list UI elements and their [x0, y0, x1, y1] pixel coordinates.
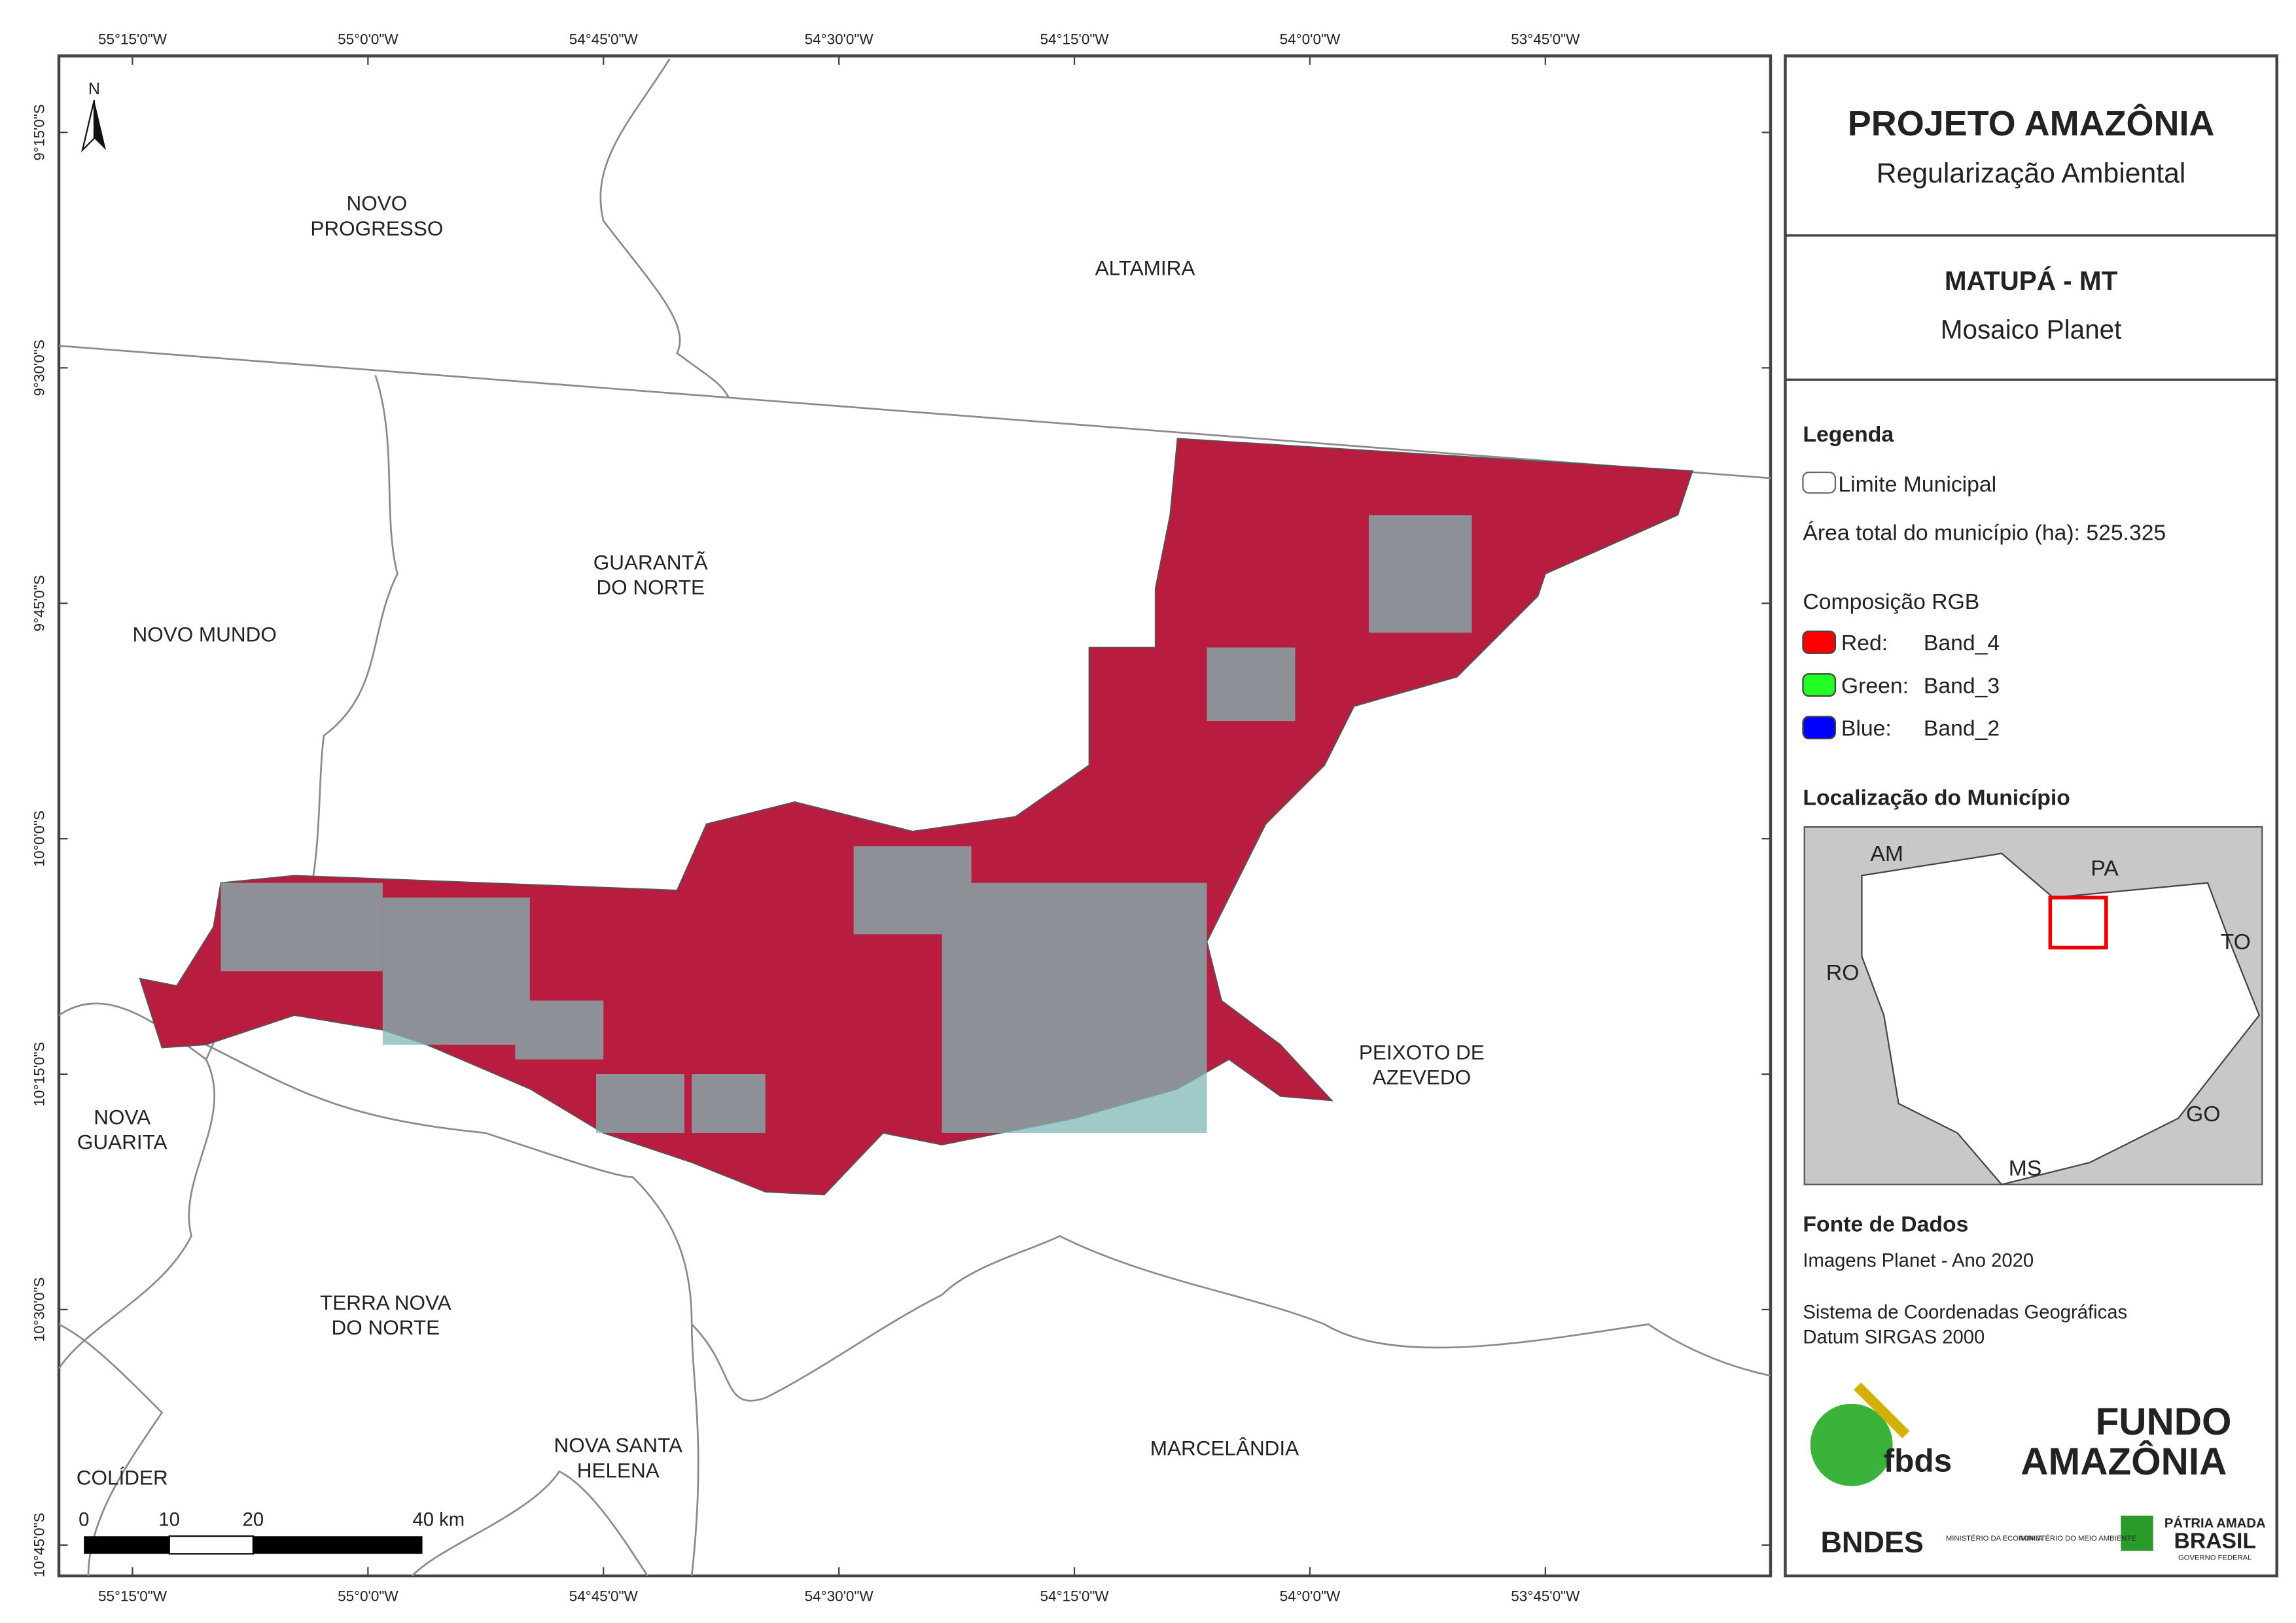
state-label: TO — [2221, 930, 2251, 954]
scale-label: 40 km — [413, 1510, 465, 1531]
lon-label: 55°0'0"W — [338, 31, 398, 47]
municipality-label: DO NORTE — [332, 1316, 440, 1339]
band-channel: Red: — [1841, 631, 1888, 655]
state-label: GO — [2186, 1102, 2220, 1126]
municipality-label: PEIXOTO DE — [1359, 1041, 1485, 1064]
municipality-label: DO NORTE — [596, 576, 705, 599]
lon-label: 53°45'0"W — [1511, 1588, 1580, 1604]
municipality-label: NOVO — [346, 192, 407, 215]
lat-label: 10°30'0"S — [31, 1277, 48, 1342]
logo-governo: GOVERNO FEDERAL — [2178, 1554, 2252, 1562]
boundary-swatch — [1802, 471, 1837, 494]
lat-label: 10°0'0"S — [31, 811, 48, 867]
source-line: Imagens Planet - Ano 2020 — [1803, 1251, 2034, 1272]
scale-label: 10 — [158, 1510, 180, 1531]
lon-label: 54°45'0"W — [569, 1588, 639, 1604]
scale-label: 0 — [79, 1510, 89, 1531]
scale-bar — [84, 1535, 423, 1555]
logo-patria: PÁTRIA AMADA — [2164, 1516, 2266, 1531]
band-channel: Green: — [1841, 673, 1909, 698]
municipality-label: COLÍDER — [77, 1466, 168, 1490]
logo-amazonia: AMAZÔNIA — [2021, 1439, 2227, 1483]
municipality-title: MATUPÁ - MT — [1945, 266, 2118, 296]
state-label: PA — [2091, 856, 2119, 881]
lon-label: 55°15'0"W — [98, 1588, 168, 1604]
logo-bndes: BNDES — [1820, 1526, 1923, 1559]
municipality-label: GUARITA — [77, 1130, 168, 1154]
product: Mosaico Planet — [1941, 314, 2122, 344]
municipality-label: GUARANTÃ — [593, 550, 708, 574]
municipality-label: PROGRESSO — [310, 217, 443, 240]
lon-label: 54°0'0"W — [1280, 1588, 1341, 1604]
lon-label: 53°45'0"W — [1511, 31, 1580, 47]
municipality-label: NOVA — [94, 1105, 150, 1128]
municipality-label: NOVA SANTA — [554, 1433, 682, 1457]
municipality-label: ALTAMIRA — [1095, 256, 1195, 280]
legend-title: Legenda — [1803, 422, 1894, 447]
band-swatch — [1802, 716, 1837, 740]
band-swatch — [1802, 673, 1837, 697]
source-line: Sistema de Coordenadas Geográficas — [1803, 1302, 2127, 1323]
state-label: AM — [1870, 841, 1903, 866]
lon-label: 54°45'0"W — [569, 31, 639, 47]
source-line: Datum SIRGAS 2000 — [1803, 1327, 1985, 1348]
legend-item: Área total do município (ha): 525.325 — [1803, 521, 2166, 546]
municipality-label: AZEVEDO — [1373, 1066, 1471, 1089]
north-label: N — [88, 80, 100, 98]
municipality-label: NOVO MUNDO — [132, 623, 276, 646]
lat-label: 9°15'0"S — [31, 104, 48, 160]
lon-label: 54°30'0"W — [805, 31, 874, 47]
side-panel — [1784, 54, 2278, 1578]
scale-label: 20 — [243, 1510, 264, 1531]
logo-brasil: BRASIL — [2174, 1528, 2256, 1553]
lon-label: 54°0'0"W — [1280, 31, 1341, 47]
municipality-label: HELENA — [577, 1458, 660, 1482]
location-title: Localização do Município — [1803, 785, 2070, 810]
state-label: MS — [2009, 1156, 2042, 1181]
legend-item: Limite Municipal — [1838, 472, 1996, 497]
logo-fbds: fbds — [1884, 1442, 1952, 1478]
municipality-label: TERRA NOVA — [320, 1291, 451, 1314]
lon-label: 55°15'0"W — [98, 31, 168, 47]
lat-label: 10°15'0"S — [31, 1042, 48, 1107]
band-name: Band_3 — [1924, 673, 2000, 698]
municipality-label: MARCELÂNDIA — [1150, 1437, 1299, 1460]
legend-item: Composição RGB — [1803, 589, 1979, 614]
lat-label: 10°45'0"S — [31, 1512, 48, 1577]
logo-ministry: MINISTÉRIO DO MEIO AMBIENTE — [2020, 1534, 2136, 1543]
lon-label: 54°30'0"W — [805, 1588, 874, 1604]
lat-label: 9°30'0"S — [31, 340, 48, 396]
sources-title: Fonte de Dados — [1803, 1212, 1968, 1237]
map-frame — [57, 54, 1773, 1578]
band-swatch — [1802, 630, 1837, 654]
band-name: Band_2 — [1924, 716, 2000, 741]
panel-subtitle: Regularização Ambiental — [1877, 158, 2186, 189]
lon-label: 54°15'0"W — [1040, 1588, 1110, 1604]
lon-label: 54°15'0"W — [1040, 31, 1110, 47]
logo-ministry: MINISTÉRIO DA ECONOMIA — [1946, 1534, 2043, 1543]
band-name: Band_4 — [1924, 631, 2000, 655]
lon-label: 55°0'0"W — [338, 1588, 398, 1604]
logo-fundo: FUNDO — [2096, 1401, 2232, 1443]
band-channel: Blue: — [1841, 716, 1892, 741]
north-arrow — [80, 99, 106, 153]
panel-title: PROJETO AMAZÔNIA — [1848, 103, 2215, 143]
state-label: RO — [1826, 960, 1860, 985]
lat-label: 9°45'0"S — [31, 575, 48, 631]
